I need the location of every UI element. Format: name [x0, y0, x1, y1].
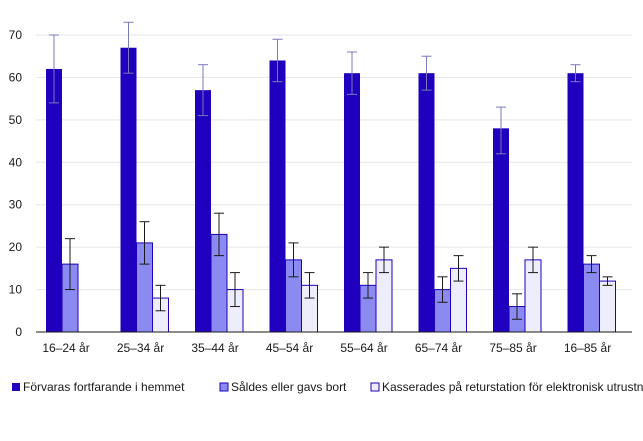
error-bar — [123, 21, 134, 74]
legend: Förvaras fortfarande i hemmet Såldes elle… — [12, 380, 643, 394]
error-bar — [437, 276, 448, 303]
error-bar — [49, 34, 59, 104]
y-tick-label: 50 — [9, 113, 23, 127]
error-bar — [602, 276, 613, 286]
bar-series-2-cat-8 — [583, 263, 600, 333]
legend-label: Såldes eller gavs bort — [231, 380, 347, 394]
legend-item: Förvaras fortfarande i hemmet — [12, 380, 185, 394]
x-tick-label: 25–34 år — [117, 341, 164, 355]
x-tick-label: 65–74 år — [415, 341, 462, 355]
error-bar — [198, 64, 208, 117]
error-bar — [570, 64, 581, 83]
y-tick-label: 20 — [9, 240, 23, 254]
bar-series-1-cat-2 — [120, 47, 137, 332]
x-tick-label: 16–24 år — [42, 341, 89, 355]
error-bar — [65, 238, 75, 291]
error-bar — [288, 242, 299, 278]
x-tick-label: 35–44 år — [191, 341, 238, 355]
error-bar — [379, 246, 389, 274]
bar-series-1-cat-5 — [344, 73, 360, 332]
legend-swatch — [219, 382, 229, 392]
bar-series-1-cat-4 — [269, 60, 286, 332]
legend-item: Såldes eller gavs bort — [219, 380, 347, 394]
error-bar — [347, 51, 357, 95]
y-tick-label: 30 — [9, 198, 23, 212]
error-bar — [586, 255, 597, 274]
error-bar — [230, 272, 240, 308]
x-tick-label: 75–85 år — [489, 341, 536, 355]
x-axis-labels: 16–24 år 25–34 år 35–44 år 45–54 år 55–64 år… — [42, 341, 611, 355]
bar-series-1-cat-7 — [493, 128, 509, 332]
bar-series-1-cat-6 — [418, 73, 435, 332]
error-bar — [528, 246, 538, 274]
y-tick-label: 10 — [9, 283, 23, 297]
error-bar — [421, 55, 432, 91]
legend-label: Förvaras fortfarande i hemmet — [23, 380, 185, 394]
error-bar — [155, 284, 166, 312]
error-bars — [49, 21, 613, 320]
legend-swatch — [12, 383, 20, 391]
error-bar — [139, 221, 150, 265]
error-bar — [496, 106, 506, 155]
x-tick-label: 55–64 år — [340, 341, 387, 355]
y-axis-ticks: 0 10 20 30 40 50 60 70 — [9, 28, 23, 339]
bar-series-1-cat-3 — [195, 90, 211, 333]
error-bar — [214, 212, 224, 257]
y-tick-label: 70 — [9, 28, 23, 42]
x-tick-label: 45–54 år — [266, 341, 313, 355]
legend-label: Kasserades på returstation för elektroni… — [382, 380, 643, 394]
bar-series-1-cat-8 — [567, 73, 584, 332]
y-tick-label: 40 — [9, 155, 23, 169]
bars — [46, 47, 616, 333]
x-tick-label: 16–85 år — [564, 341, 611, 355]
bar-series-3-cat-8 — [599, 280, 616, 333]
error-bar — [272, 38, 283, 83]
error-bar — [453, 255, 464, 282]
y-tick-label: 60 — [9, 70, 23, 84]
error-bar — [512, 293, 522, 320]
error-bar — [363, 272, 373, 299]
error-bar — [304, 272, 315, 299]
legend-item: Kasserades på returstation för elektroni… — [370, 380, 643, 394]
legend-swatch — [370, 382, 380, 392]
bar-series-1-cat-1 — [46, 68, 62, 332]
y-tick-label: 0 — [15, 325, 22, 339]
